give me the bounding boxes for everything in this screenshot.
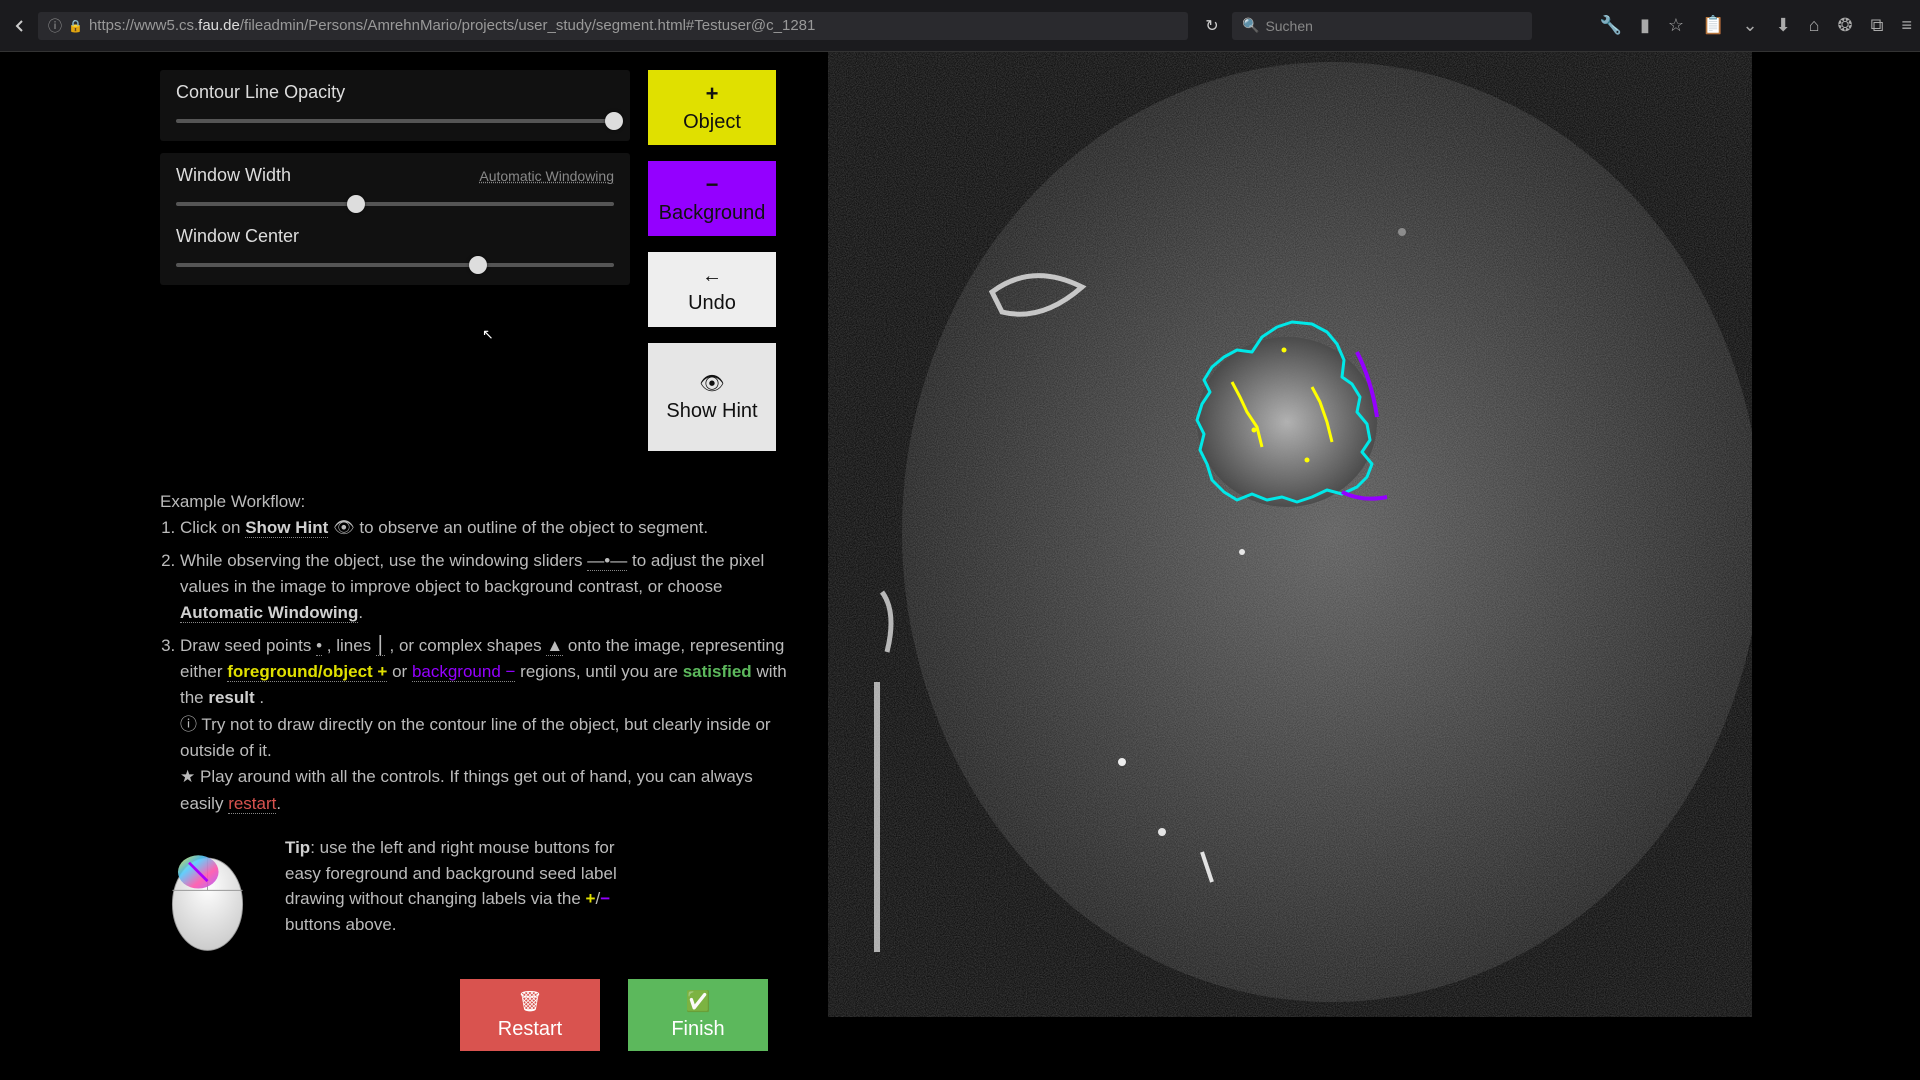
line-glyph: ⎮ bbox=[376, 636, 385, 656]
panel-icon[interactable]: ▮ bbox=[1640, 15, 1650, 36]
toolbar-icons: 🔧 ▮ ☆ 📋 ⌄ ⬇ ⌂ ❂ ⧉ ≡ bbox=[1600, 15, 1912, 36]
t: regions, until you are bbox=[520, 662, 683, 681]
t: foreground/object bbox=[227, 662, 372, 681]
t: restart bbox=[228, 794, 276, 814]
url-domain: fau.de bbox=[198, 17, 240, 34]
left-panel: Contour Line Opacity Window Width Automa… bbox=[0, 52, 812, 1080]
window-center-label: Window Center bbox=[176, 226, 299, 247]
show-hint-button[interactable]: 👁 Show Hint bbox=[648, 343, 776, 451]
url-pre: https://www5.cs. bbox=[89, 17, 198, 34]
star-icon[interactable]: ☆ bbox=[1668, 15, 1684, 36]
t: Automatic Windowing bbox=[180, 603, 358, 623]
automatic-windowing-link[interactable]: Automatic Windowing bbox=[479, 168, 614, 184]
t: background bbox=[412, 662, 501, 681]
search-icon: 🔍 bbox=[1242, 17, 1259, 34]
contour-opacity-label: Contour Line Opacity bbox=[176, 82, 345, 103]
info-icon: ⓘ bbox=[48, 16, 62, 36]
t: Show Hint bbox=[245, 518, 328, 538]
home-icon[interactable]: ⌂ bbox=[1809, 15, 1820, 36]
restart-button-label: Restart bbox=[498, 1018, 562, 1041]
t: Tip bbox=[285, 838, 310, 857]
t: satisfied bbox=[683, 662, 752, 681]
t: background − bbox=[412, 662, 516, 682]
t: or bbox=[392, 662, 412, 681]
t: . bbox=[259, 688, 264, 707]
t: + bbox=[586, 889, 596, 908]
t: to observe an outline of the object to s… bbox=[359, 518, 708, 537]
t: − bbox=[600, 889, 610, 908]
cursor-icon: ↖ bbox=[482, 326, 494, 343]
addon-icon[interactable]: ⧉ bbox=[1871, 15, 1884, 36]
object-button[interactable]: + Object bbox=[648, 70, 776, 145]
contour-opacity-thumb[interactable] bbox=[605, 112, 623, 130]
undo-button-label: Undo bbox=[688, 292, 736, 315]
t: Draw seed points bbox=[180, 636, 316, 655]
search-placeholder: Suchen bbox=[1265, 18, 1312, 34]
check-icon: ✅ bbox=[686, 989, 711, 1014]
dot-glyph: • bbox=[316, 636, 322, 656]
browser-chrome: ⓘ 🔒 https://www5.cs.fau.de/fileadmin/Per… bbox=[0, 0, 1920, 52]
workflow-step-3: Draw seed points • , lines ⎮ , or comple… bbox=[180, 633, 792, 817]
show-hint-button-label: Show Hint bbox=[666, 400, 757, 423]
t: result bbox=[208, 688, 254, 707]
url-post: /fileadmin/Persons/AmrehnMario/projects/… bbox=[240, 17, 816, 34]
t: , or complex shapes bbox=[390, 636, 547, 655]
sync-icon[interactable]: ❂ bbox=[1838, 15, 1853, 36]
info-icon: ⓘ bbox=[180, 715, 197, 734]
minus-icon: − bbox=[706, 172, 719, 198]
t: While observing the object, use the wind… bbox=[180, 551, 587, 570]
t: , lines bbox=[327, 636, 376, 655]
download-icon[interactable]: ⬇ bbox=[1776, 15, 1791, 36]
t: foreground/object + bbox=[227, 662, 387, 682]
url-bar[interactable]: ⓘ 🔒 https://www5.cs.fau.de/fileadmin/Per… bbox=[38, 12, 1188, 40]
eye-icon: 👁 bbox=[333, 518, 355, 537]
clipboard-icon[interactable]: 📋 bbox=[1702, 15, 1724, 36]
workflow-heading: Example Workflow: bbox=[160, 489, 792, 515]
star-icon: ★ bbox=[180, 767, 195, 786]
restart-button[interactable]: 🗑 Restart bbox=[460, 979, 600, 1051]
undo-icon: ← bbox=[702, 265, 722, 288]
trash-icon: 🗑 bbox=[517, 989, 542, 1014]
window-center-thumb[interactable] bbox=[469, 256, 487, 274]
tip-text: Tip: use the left and right mouse button… bbox=[285, 835, 645, 937]
slider-glyph: —•— bbox=[587, 551, 627, 571]
t: Click on bbox=[180, 518, 245, 537]
url-text: https://www5.cs.fau.de/fileadmin/Persons… bbox=[89, 17, 815, 34]
shape-glyph: ▲ bbox=[546, 636, 563, 656]
finish-button[interactable]: ✅ Finish bbox=[628, 979, 768, 1051]
contour-opacity-track[interactable] bbox=[176, 119, 614, 123]
eye-icon: 👁 bbox=[699, 371, 724, 396]
object-button-label: Object bbox=[683, 111, 741, 134]
workflow-step-2: While observing the object, use the wind… bbox=[180, 548, 792, 627]
background-button-label: Background bbox=[659, 202, 766, 225]
contour-opacity-slider: Contour Line Opacity bbox=[160, 70, 630, 141]
wrench-icon[interactable]: 🔧 bbox=[1600, 15, 1622, 36]
t: buttons above. bbox=[285, 915, 397, 934]
lock-icon: 🔒 bbox=[68, 19, 83, 33]
background-button[interactable]: − Background bbox=[648, 161, 776, 236]
workflow-text: Example Workflow: Click on Show Hint 👁 t… bbox=[160, 489, 792, 955]
pocket-icon[interactable]: ⌄ bbox=[1742, 15, 1757, 36]
reload-button[interactable]: ↻ bbox=[1198, 16, 1226, 36]
window-width-thumb[interactable] bbox=[347, 195, 365, 213]
search-bar[interactable]: 🔍 Suchen bbox=[1232, 12, 1532, 40]
menu-icon[interactable]: ≡ bbox=[1901, 15, 1912, 36]
workflow-step-1: Click on Show Hint 👁 to observe an outli… bbox=[180, 515, 792, 541]
segmentation-canvas[interactable] bbox=[812, 52, 1752, 1017]
window-width-slider: Window Width Automatic Windowing Window … bbox=[160, 153, 630, 285]
back-button[interactable] bbox=[8, 14, 32, 38]
t: Try not to draw directly on the contour … bbox=[180, 715, 771, 760]
undo-button[interactable]: ← Undo bbox=[648, 252, 776, 327]
window-center-track[interactable] bbox=[176, 263, 614, 267]
mouse-graphic bbox=[160, 835, 255, 955]
plus-icon: + bbox=[706, 81, 719, 107]
window-width-label: Window Width bbox=[176, 165, 291, 186]
t: : use the left and right mouse buttons f… bbox=[285, 838, 617, 908]
window-width-track[interactable] bbox=[176, 202, 614, 206]
finish-button-label: Finish bbox=[671, 1018, 724, 1041]
